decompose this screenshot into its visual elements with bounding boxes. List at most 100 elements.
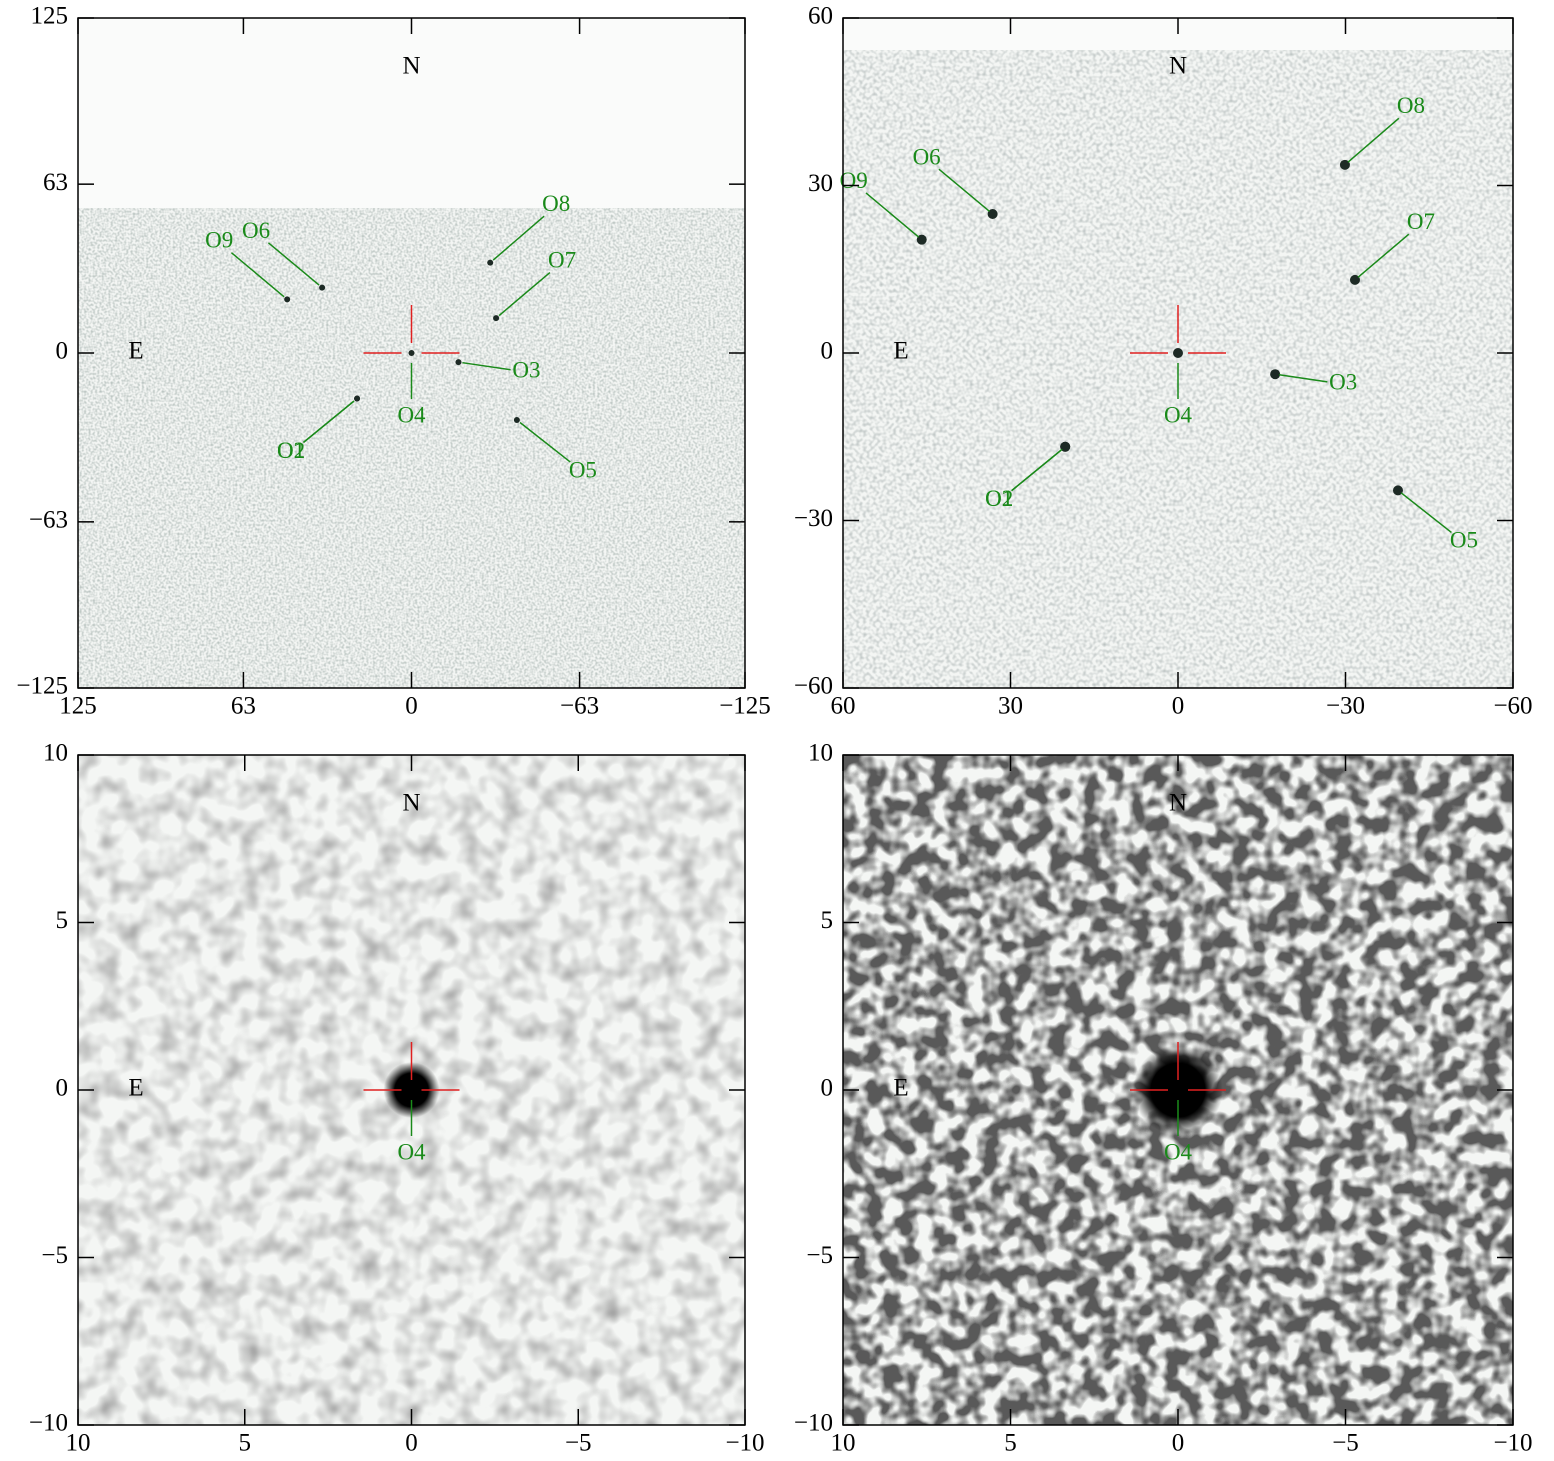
- y-tick-label: 10: [808, 740, 833, 767]
- leader-line: [1357, 233, 1410, 278]
- north-label: N: [402, 53, 420, 80]
- source: [1060, 441, 1071, 452]
- object-label: O1: [277, 438, 305, 463]
- x-tick-label: 10: [66, 1430, 91, 1457]
- object-label: O7: [548, 247, 576, 272]
- source: [1349, 274, 1360, 285]
- y-tick-label: 0: [821, 338, 834, 365]
- source: [354, 395, 361, 402]
- object-label: O9: [840, 168, 868, 193]
- object-label: O5: [569, 457, 597, 482]
- object-label: O3: [1329, 369, 1357, 394]
- object-label: O8: [542, 191, 570, 216]
- leader-line: [230, 252, 285, 298]
- object-label: O4: [397, 1139, 426, 1164]
- source: [1392, 485, 1403, 496]
- x-tick-label: 125: [59, 693, 97, 720]
- object-label: O6: [242, 218, 270, 243]
- object-label: O1: [985, 486, 1013, 511]
- x-tick-label: 60: [831, 693, 856, 720]
- y-tick-label: 30: [808, 170, 833, 197]
- object-label: O4: [1164, 1139, 1193, 1164]
- object-label: O7: [1407, 209, 1435, 234]
- leader-line: [492, 215, 545, 261]
- east-label: E: [128, 1075, 143, 1102]
- north-label: N: [1169, 790, 1187, 817]
- y-tick-label: −10: [794, 1410, 833, 1437]
- leader-line: [267, 242, 320, 286]
- sky-noise: [78, 208, 745, 688]
- y-tick-label: 5: [821, 907, 834, 934]
- x-tick-label: −60: [1493, 693, 1532, 720]
- x-tick-label: 0: [405, 1430, 418, 1457]
- source: [319, 284, 326, 291]
- y-tick-label: 0: [56, 338, 69, 365]
- y-tick-label: −63: [29, 507, 68, 534]
- leader-line: [519, 421, 571, 463]
- y-tick-label: −5: [41, 1242, 68, 1269]
- x-tick-label: −30: [1326, 693, 1365, 720]
- y-tick-label: 0: [821, 1075, 834, 1102]
- x-tick-label: 0: [1172, 693, 1185, 720]
- y-tick-label: 60: [808, 3, 833, 30]
- object-label: O2: [277, 438, 305, 463]
- x-tick-label: 5: [239, 1430, 252, 1457]
- source: [455, 359, 462, 366]
- x-tick-label: 0: [405, 693, 418, 720]
- leader-line: [938, 168, 991, 212]
- y-tick-label: 0: [56, 1075, 69, 1102]
- y-tick-label: −5: [806, 1242, 833, 1269]
- leader-line: [462, 361, 511, 371]
- x-tick-label: −5: [1332, 1430, 1359, 1457]
- object-label: O9: [205, 228, 233, 253]
- leader-line: [302, 400, 355, 444]
- y-tick-label: −125: [16, 673, 68, 700]
- object-label: O2: [985, 486, 1013, 511]
- x-tick-label: 30: [998, 693, 1023, 720]
- source: [487, 259, 494, 266]
- source: [1270, 369, 1281, 380]
- object-label: O4: [1164, 402, 1193, 427]
- y-tick-label: −60: [794, 673, 833, 700]
- x-tick-label: −5: [565, 1430, 592, 1457]
- y-tick-label: −30: [794, 505, 833, 532]
- source: [916, 234, 927, 245]
- source: [513, 417, 520, 423]
- object-label: O3: [512, 357, 540, 382]
- x-tick-label: 0: [1172, 1430, 1185, 1457]
- y-tick-label: 125: [31, 3, 69, 30]
- x-tick-label: −63: [560, 693, 599, 720]
- north-label: N: [402, 790, 420, 817]
- leader-line: [1278, 374, 1328, 383]
- blank-region: [78, 18, 745, 208]
- leader-line: [865, 192, 920, 238]
- x-tick-label: −10: [725, 1430, 764, 1457]
- object-label: O5: [1450, 528, 1478, 553]
- y-tick-label: 10: [43, 740, 68, 767]
- source: [408, 350, 415, 356]
- leader-line: [1011, 448, 1063, 492]
- object-label: O4: [397, 402, 426, 427]
- source: [284, 296, 291, 303]
- source: [383, 1062, 440, 1118]
- object-label: O8: [1397, 93, 1425, 118]
- object-label: O6: [913, 144, 941, 169]
- leader-line: [1347, 117, 1400, 163]
- source: [1339, 159, 1350, 170]
- east-label: E: [893, 338, 908, 365]
- source: [1133, 1045, 1223, 1135]
- x-tick-label: 63: [231, 693, 256, 720]
- leader-line: [498, 271, 551, 317]
- north-label: N: [1169, 53, 1187, 80]
- y-tick-label: 5: [56, 907, 69, 934]
- x-tick-label: 10: [831, 1430, 856, 1457]
- x-tick-label: −125: [719, 693, 771, 720]
- east-label: E: [128, 338, 143, 365]
- source: [493, 315, 500, 322]
- y-tick-label: 63: [43, 169, 68, 196]
- source: [987, 208, 998, 219]
- source: [1173, 348, 1183, 358]
- y-tick-label: −10: [29, 1410, 68, 1437]
